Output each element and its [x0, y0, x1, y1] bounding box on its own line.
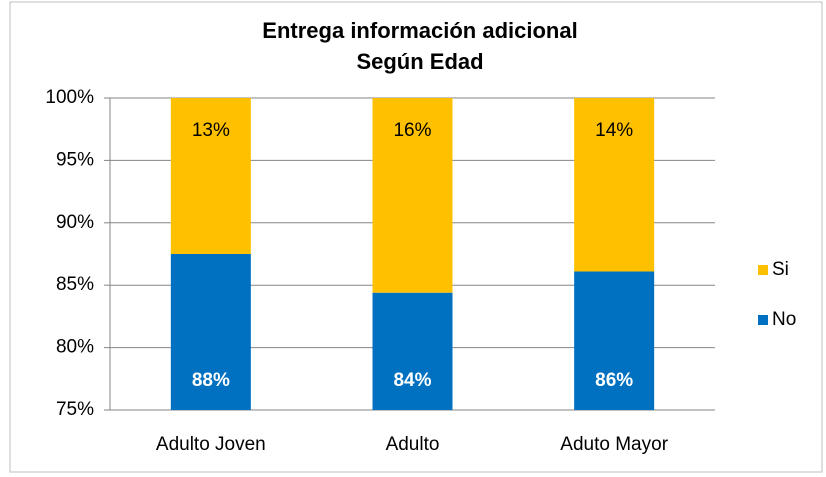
- y-tick-label: 85%: [56, 274, 94, 295]
- data-label: 86%: [595, 370, 633, 391]
- bar-segment: [372, 292, 453, 410]
- bar-segment: [170, 98, 251, 254]
- data-label: 16%: [393, 120, 431, 141]
- legend-swatch: [758, 265, 768, 275]
- data-label: 13%: [192, 120, 230, 141]
- bar-segment: [574, 98, 655, 272]
- y-tick-label: 100%: [45, 87, 94, 108]
- legend-swatch: [758, 315, 768, 325]
- y-tick-label: 75%: [56, 399, 94, 420]
- bar-segment: [574, 271, 655, 410]
- x-tick-label: Adulto Joven: [156, 434, 266, 455]
- data-label: 14%: [595, 120, 633, 141]
- legend-label: Si: [772, 259, 789, 280]
- data-label: 84%: [393, 370, 431, 391]
- bar-segment: [170, 254, 251, 410]
- y-tick-label: 80%: [56, 337, 94, 358]
- x-tick-label: Aduto Mayor: [560, 434, 668, 455]
- chart-title: Entrega información adicional: [262, 18, 577, 43]
- x-tick-label: Adulto: [386, 434, 440, 455]
- data-label: 88%: [192, 370, 230, 391]
- y-tick-label: 90%: [56, 212, 94, 233]
- bar-segment: [372, 98, 453, 293]
- legend-label: No: [772, 309, 796, 330]
- y-tick-label: 95%: [56, 149, 94, 170]
- chart-subtitle: Según Edad: [356, 49, 483, 74]
